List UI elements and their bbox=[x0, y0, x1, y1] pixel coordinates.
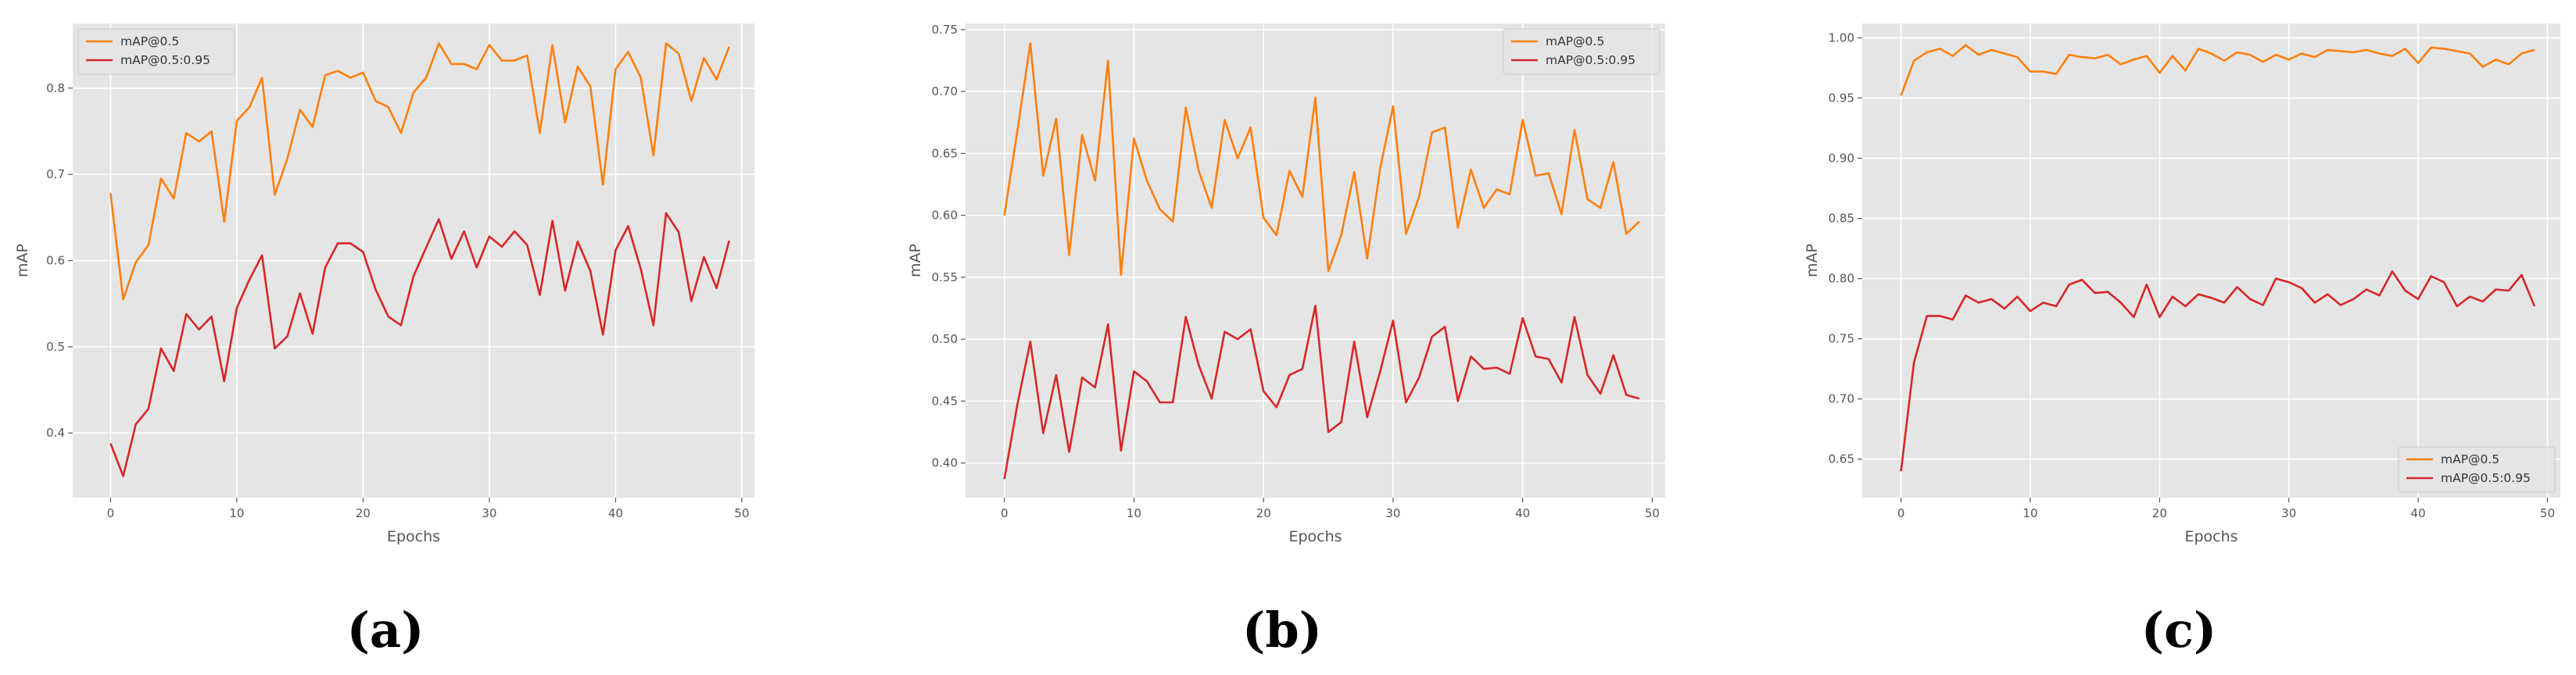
y-tick-label: 0.70 bbox=[1829, 392, 1854, 406]
x-tick-label: 30 bbox=[2281, 506, 2296, 520]
plot-background bbox=[966, 23, 1665, 498]
y-tick-label: 0.8 bbox=[46, 81, 65, 95]
x-tick-label: 0 bbox=[107, 506, 115, 520]
x-tick-label: 10 bbox=[1127, 506, 1141, 520]
x-tick-label: 50 bbox=[734, 506, 749, 520]
y-axis-label: mAP bbox=[14, 244, 31, 277]
y-tick-label: 0.50 bbox=[932, 332, 958, 346]
y-tick-label: 0.4 bbox=[46, 426, 65, 440]
y-tick-label: 0.85 bbox=[1829, 212, 1854, 226]
x-tick-label: 50 bbox=[2540, 506, 2555, 520]
x-tick-label: 30 bbox=[1385, 506, 1400, 520]
series-line-map50-95 bbox=[1900, 270, 2536, 472]
y-tick-label: 0.7 bbox=[46, 167, 65, 181]
y-tick-label: 0.45 bbox=[932, 394, 958, 408]
y-tick-label: 0.65 bbox=[932, 146, 958, 160]
y-tick-label: 0.5 bbox=[46, 340, 65, 354]
x-tick-label: 40 bbox=[608, 506, 623, 520]
x-axis-label: Epochs bbox=[387, 528, 440, 545]
chart-panel-1: 0.4 0.5 0.6 0.7 0.8 0 10 20 30 40 50 Epochs mAP mAP@0… bbox=[14, 23, 754, 659]
y-axis-label: mAP bbox=[907, 244, 924, 277]
chart-panel-2: 0.40 0.45 0.50 0.55 0.60 0.65 0.70 0.75 0 10 20 30 4… bbox=[907, 23, 1665, 659]
series-line-map50 bbox=[109, 42, 730, 301]
legend: mAP@0.5 mAP@0.5:0.95 bbox=[77, 28, 235, 75]
x-tick-label: 40 bbox=[1515, 506, 1530, 520]
x-tick-label: 10 bbox=[2022, 506, 2037, 520]
panel-caption: (a) bbox=[347, 602, 425, 659]
x-tick-label: 20 bbox=[1256, 506, 1271, 520]
x-tick-label: 0 bbox=[1897, 506, 1905, 520]
y-tick-label: 0.6 bbox=[46, 254, 65, 268]
y-tick-label: 0.55 bbox=[932, 270, 958, 284]
y-tick-label: 0.75 bbox=[1829, 332, 1854, 346]
x-tick-label: 40 bbox=[2411, 506, 2426, 520]
y-tick-label: 0.95 bbox=[1829, 91, 1854, 105]
series-line-map50-95 bbox=[109, 212, 730, 477]
series-line-map50 bbox=[1900, 44, 2535, 96]
series-line-map50 bbox=[1003, 42, 1640, 277]
panel-caption: (c) bbox=[2141, 602, 2216, 659]
y-tick-label: 0.70 bbox=[932, 84, 958, 98]
legend: mAP@0.5 mAP@0.5:0.95 bbox=[1503, 28, 1661, 75]
y-tick-label: 0.75 bbox=[932, 23, 958, 37]
legend-box bbox=[77, 28, 235, 75]
legend-entry: mAP@0.5 bbox=[2441, 452, 2499, 466]
y-tick-label: 0.60 bbox=[932, 209, 958, 223]
legend-entry: mAP@0.5:0.95 bbox=[120, 53, 210, 67]
x-tick-label: 20 bbox=[2152, 506, 2167, 520]
y-tick-label: 0.40 bbox=[932, 456, 958, 470]
legend-entry: mAP@0.5:0.95 bbox=[2441, 471, 2531, 485]
plot-background bbox=[1862, 23, 2560, 498]
x-tick-label: 20 bbox=[356, 506, 371, 520]
y-tick-label: 0.90 bbox=[1829, 152, 1854, 166]
y-tick-label: 1.00 bbox=[1829, 30, 1854, 45]
legend-box bbox=[2398, 446, 2556, 493]
y-axis-label: mAP bbox=[1804, 244, 1821, 277]
legend-entry: mAP@0.5 bbox=[1546, 34, 1604, 48]
x-tick-label: 30 bbox=[482, 506, 496, 520]
x-tick-label: 10 bbox=[229, 506, 244, 520]
legend-entry: mAP@0.5 bbox=[120, 34, 179, 48]
x-axis-label: Epochs bbox=[1288, 528, 1342, 545]
y-tick-label: 0.65 bbox=[1829, 452, 1854, 466]
panel-caption: (b) bbox=[1242, 602, 1322, 659]
x-axis-label: Epochs bbox=[2184, 528, 2237, 545]
chart-panel-3: 0.65 0.70 0.75 0.80 0.85 0.90 0.95 1.00 0 10 20 30 4… bbox=[1804, 23, 2560, 659]
x-tick-label: 0 bbox=[1001, 506, 1009, 520]
y-tick-label: 0.80 bbox=[1829, 272, 1854, 286]
x-tick-label: 50 bbox=[1645, 506, 1660, 520]
legend-box bbox=[1503, 28, 1661, 75]
series-line-map50-95 bbox=[1003, 304, 1640, 480]
legend-entry: mAP@0.5:0.95 bbox=[1546, 53, 1636, 67]
legend: mAP@0.5 mAP@0.5:0.95 bbox=[2398, 446, 2556, 493]
